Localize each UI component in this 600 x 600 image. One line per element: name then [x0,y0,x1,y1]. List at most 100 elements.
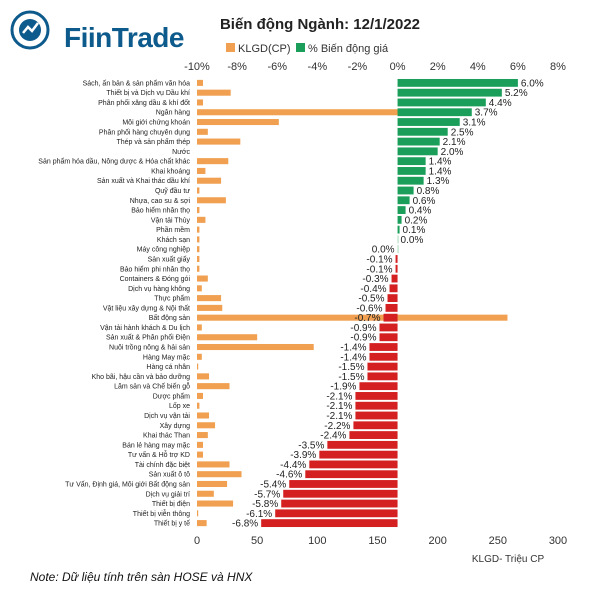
price-bar [397,127,448,136]
price-data-label: -0.1% [366,254,392,265]
category-label: Thép và sản phẩm thép [116,138,190,146]
bottom-axis-tick-label: 50 [251,535,263,547]
category-label: Nhựa, cao su & sợi [130,198,191,205]
volume-bar [197,226,200,233]
volume-bar [197,520,207,527]
volume-bar [197,451,204,458]
price-bar [281,499,398,508]
category-label: Vận tải hành khách & Du lịch [100,325,190,332]
price-bar [397,118,460,126]
volume-bar [197,314,508,321]
category-label: Lốp xe [169,401,190,410]
price-bar [397,167,426,175]
volume-bar [197,334,258,341]
price-data-label: 0.0% [372,245,395,256]
volume-bar [197,99,204,106]
price-data-label: 5.2% [505,88,528,99]
price-data-label: 2.0% [441,147,464,158]
price-bar [397,98,486,107]
top-axis-tick-label: 2% [430,61,446,73]
price-data-label: -4.4% [280,460,306,471]
price-data-label: -1.5% [338,372,364,383]
category-label: Dược phẩm [153,392,190,400]
price-data-label: -4.6% [276,470,302,481]
price-bar [289,480,398,488]
price-data-label: -2.1% [326,391,352,402]
price-bar [355,401,398,410]
price-data-label: 0.0% [401,235,424,246]
category-label: Thiết bị và Dịch vụ Dầu khí [106,88,190,97]
volume-bar [197,128,208,135]
volume-bar [197,490,214,497]
category-label: Vận tải Thủy [151,216,191,224]
volume-bar [197,79,204,86]
category-label: Bất động sản [149,313,190,322]
price-data-label: 2.1% [443,137,466,148]
bottom-axis-tick-label: 100 [308,535,326,547]
price-data-label: -2.2% [324,421,350,432]
bottom-axis-tick-label: 150 [368,535,386,547]
price-bar [367,372,398,381]
volume-bar [197,275,208,282]
volume-bar [197,89,231,96]
price-bar [397,157,426,166]
category-label: Bảo hiểm nhân thọ [131,207,190,215]
volume-bar [197,343,314,351]
volume-bar [197,285,202,292]
price-bar [397,225,400,234]
category-label: Ngân hàng [156,110,190,117]
fiintrade-logo-icon [10,10,50,50]
volume-bar [197,402,200,409]
price-bar [397,215,402,224]
category-label: Dịch vụ giải trí [146,491,190,498]
volume-bar [197,392,204,399]
volume-bar [197,363,199,370]
volume-bar [197,295,222,302]
bottom-axis-label: KLGD- Triệu CP [472,554,545,565]
volume-bar [197,216,206,223]
price-data-label: -2.1% [326,411,352,422]
category-label: Containers & Đóng gói [120,276,191,283]
volume-bar [197,118,279,126]
volume-bar [197,187,200,194]
price-data-label: -0.7% [354,313,380,324]
category-label: Tư vấn & Hỗ trợ KD [128,450,190,459]
legend-label-volume: KLGD(CP) [238,43,291,55]
brand-name: FiinTrade [64,22,184,53]
category-label: Khai thác Than [143,433,190,440]
bottom-axis-tick-label: 0 [194,535,200,547]
volume-bar [197,353,202,360]
volume-bar [197,432,208,439]
price-data-label: 1.4% [429,166,452,177]
fiintrade-logo: FiinTrade [8,8,184,53]
volume-bar [197,422,216,429]
price-data-label: -6.1% [246,509,272,520]
category-label: Hàng May mặc [143,354,191,361]
category-label: Nước [172,149,190,156]
price-bar [397,137,440,146]
bottom-axis-tick-label: 300 [549,535,567,547]
price-data-label: -0.4% [360,284,386,295]
top-axis-tick-label: 6% [510,61,526,73]
price-data-label: 3.1% [463,118,486,129]
price-data-label: -1.9% [330,382,356,393]
price-bar [309,460,398,469]
category-label: Dịch vụ vận tải [144,413,190,420]
category-label: Sản xuất và Khai thác dầu khí [97,176,190,185]
price-data-label: -0.1% [366,264,392,275]
price-bar [349,431,398,439]
top-axis-tick-label: 0% [390,61,406,73]
price-bar [275,509,398,518]
volume-bar [197,441,204,448]
price-data-label: 4.4% [489,98,512,109]
category-label: Tài chính đặc biệt [135,462,190,469]
price-data-label: -0.6% [356,303,382,314]
volume-bar [197,510,199,517]
legend-label-price: % Biến động giá [308,43,389,55]
price-data-label: -5.8% [252,499,278,510]
volume-bar [197,265,200,272]
volume-bar [197,177,222,184]
price-bar [389,284,398,293]
category-label: Thiết bị y tế [154,519,190,528]
